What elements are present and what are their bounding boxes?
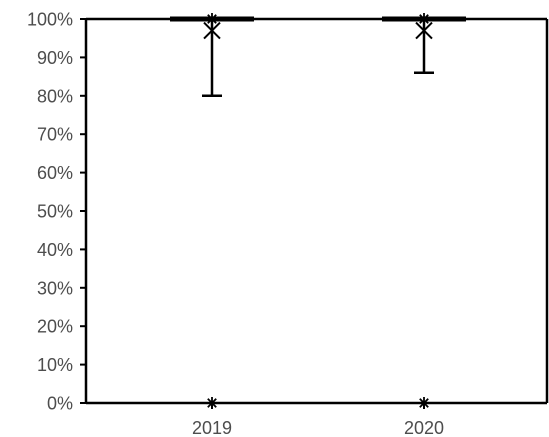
mean-marker (415, 21, 433, 40)
y-tick-label: 60% (37, 163, 73, 183)
box-2019 (170, 13, 254, 409)
y-tick-label: 50% (37, 202, 73, 222)
y-tick-label: 70% (37, 125, 73, 145)
plot-marks (170, 13, 466, 409)
y-tick-label: 20% (37, 317, 73, 337)
y-tick-label: 10% (37, 355, 73, 375)
plot-frame (84, 17, 549, 405)
mean-marker (203, 21, 221, 40)
mean-marker-stroke (415, 21, 433, 40)
x-tick-label: 2020 (404, 418, 444, 437)
x-axis: 2019 2020 (192, 403, 444, 437)
y-tick-label: 90% (37, 48, 73, 68)
y-tick-label: 30% (37, 278, 73, 298)
mean-marker-stroke (203, 21, 221, 40)
box-2020 (382, 13, 466, 409)
y-tick-label: 100% (27, 10, 73, 30)
y-tick-label: 40% (37, 240, 73, 260)
x-tick-label: 2019 (192, 418, 232, 437)
y-tick-label: 0% (47, 394, 73, 414)
y-tick-label: 80% (37, 86, 73, 106)
y-axis: 0% 10% 20% 30% 40% 50% 60% 70% 80% 90% 100% (27, 10, 86, 414)
